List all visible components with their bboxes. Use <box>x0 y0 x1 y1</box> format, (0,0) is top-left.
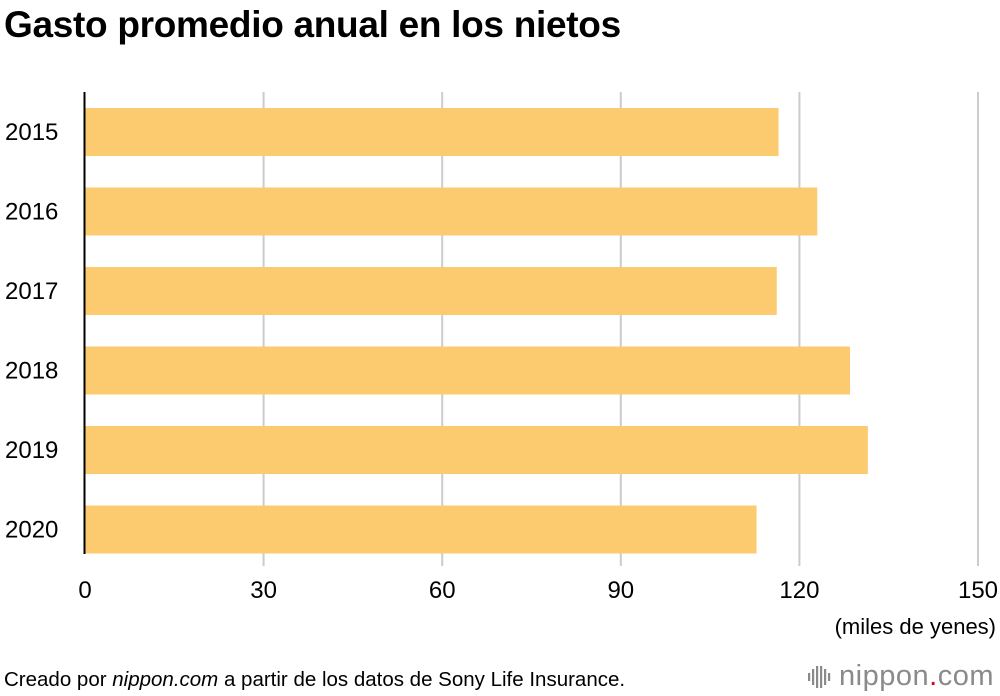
x-tick-label: 120 <box>779 577 819 604</box>
category-label: 2016 <box>5 199 58 226</box>
source-footer: Creado por nippon.com a partir de los da… <box>4 668 625 692</box>
bar-2020 <box>85 505 757 554</box>
nippon-bars-icon <box>808 665 831 688</box>
bar-2016 <box>85 187 818 236</box>
chart-title: Gasto promedio anual en los nietos <box>4 4 621 45</box>
category-label: 2019 <box>5 437 58 464</box>
x-tick-label: 0 <box>78 577 91 604</box>
category-label: 2015 <box>5 119 58 146</box>
bar-2017 <box>85 267 777 315</box>
logo-name-part1: nippon <box>839 660 930 692</box>
logo-dot: . <box>929 660 938 692</box>
footer-prefix: Creado por <box>4 668 113 691</box>
footer-suffix: a partir de los datos de Sony Life Insur… <box>218 668 626 691</box>
bar-2018 <box>85 346 851 395</box>
x-axis-unit-label: (miles de yenes) <box>835 614 996 639</box>
category-label: 2017 <box>5 278 58 305</box>
bar-2019 <box>85 426 868 474</box>
category-label: 2020 <box>5 517 58 544</box>
x-tick-label: 90 <box>607 577 634 604</box>
x-tick-label: 150 <box>958 577 998 604</box>
x-tick-label: 30 <box>250 577 277 604</box>
category-label: 2018 <box>5 358 58 385</box>
x-tick-label: 60 <box>429 577 456 604</box>
footer-source-site: nippon.com <box>112 668 219 691</box>
logo-wordmark: nippon.com <box>839 660 994 693</box>
nippon-logo: nippon.com <box>807 660 994 693</box>
bar-2015 <box>85 108 779 156</box>
logo-name-part2: com <box>937 660 994 692</box>
